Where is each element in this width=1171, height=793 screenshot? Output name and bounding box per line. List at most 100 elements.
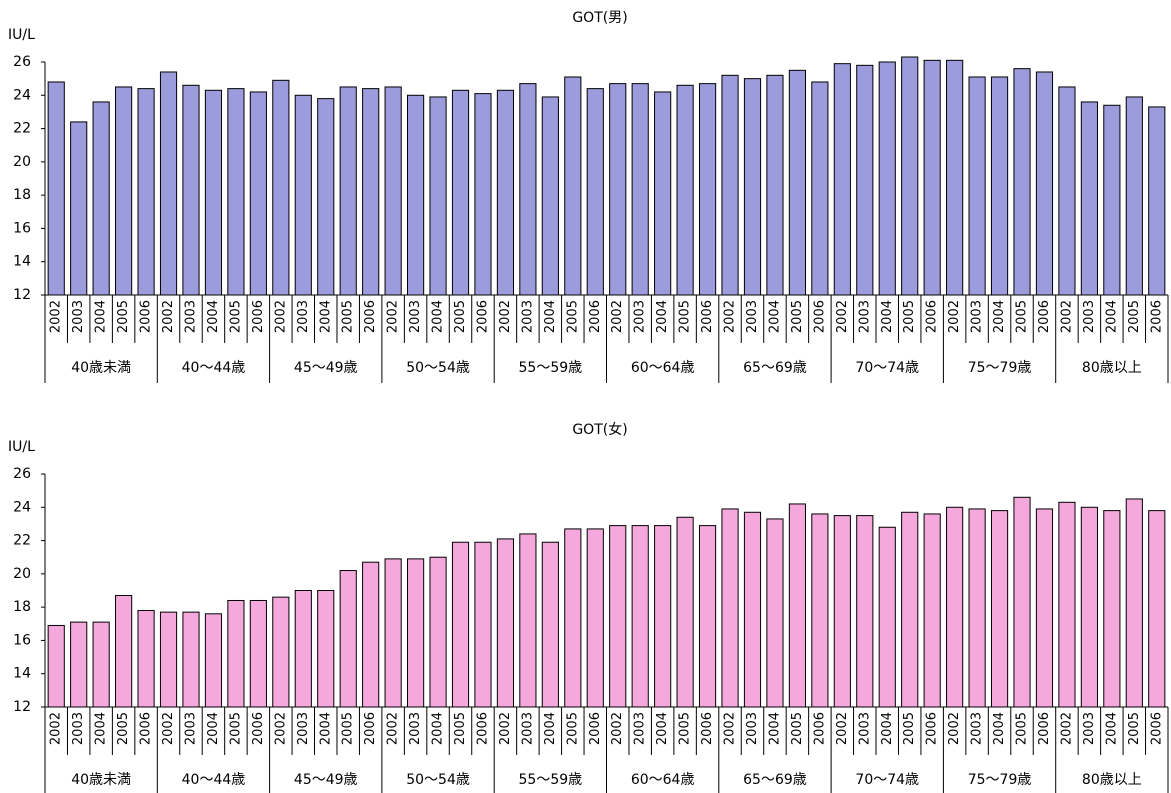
bar: [294, 590, 312, 708]
bar: [856, 515, 874, 708]
x-tick-label: 2002: [49, 712, 64, 745]
x-tick-label: 2006: [475, 300, 490, 333]
x-tick-label: 2004: [431, 712, 446, 745]
x-tick-label: 2002: [498, 712, 513, 745]
x-tick-label: 2005: [1015, 300, 1030, 333]
x-tick-label: 2003: [970, 300, 985, 333]
x-tick-label: 2006: [475, 712, 490, 745]
bar: [204, 613, 223, 708]
bar: [766, 74, 784, 296]
bar: [721, 508, 739, 708]
bar: [159, 71, 178, 296]
bar: [339, 86, 357, 296]
group-label: 55～59歳: [519, 772, 583, 788]
bar: [609, 83, 627, 296]
group-label: 80歳以上: [1082, 360, 1142, 376]
x-tick-label: 2003: [71, 712, 86, 745]
bar: [137, 88, 155, 296]
x-tick-label: 2005: [565, 300, 580, 333]
bar: [833, 63, 851, 296]
group-label: 40～44歳: [182, 772, 246, 788]
x-tick-label: 2004: [767, 712, 782, 745]
bar: [519, 533, 537, 708]
x-tick-label: 2003: [408, 712, 423, 745]
bar: [159, 611, 178, 708]
y-tick-label: 12: [13, 287, 31, 303]
bar: [1080, 506, 1098, 708]
x-tick-label: 2006: [251, 300, 266, 333]
bar: [182, 84, 200, 296]
x-tick-label: 2004: [206, 300, 221, 333]
x-tick-label: 2002: [947, 300, 962, 333]
x-tick-label: 2006: [139, 712, 154, 745]
bar: [766, 518, 784, 708]
x-tick-label: 2005: [453, 712, 468, 745]
bar: [115, 86, 133, 296]
bar: [811, 81, 829, 296]
x-tick-label: 2004: [992, 712, 1007, 745]
bar: [1080, 101, 1098, 296]
x-tick-label: 2003: [71, 300, 86, 333]
bar: [70, 621, 88, 708]
x-tick-label: 2002: [1059, 300, 1074, 333]
bar: [474, 93, 492, 296]
bar: [1125, 96, 1143, 296]
x-tick-label: 2004: [543, 712, 558, 745]
chart-title: GOT(男): [572, 10, 627, 26]
x-tick-label: 2005: [790, 300, 805, 333]
x-tick-label: 2005: [902, 712, 917, 745]
x-tick-label: 2003: [520, 300, 535, 333]
y-tick-label: 26: [13, 54, 31, 70]
x-tick-label: 2003: [408, 300, 423, 333]
x-tick-label: 2003: [1082, 300, 1097, 333]
bar: [92, 101, 110, 296]
bar: [249, 91, 267, 296]
bar: [1013, 68, 1031, 296]
x-tick-label: 2005: [902, 300, 917, 333]
bar: [901, 511, 919, 708]
bar: [294, 94, 312, 296]
bar: [541, 541, 559, 708]
group-label: 75～79歳: [968, 772, 1032, 788]
bar: [1125, 498, 1143, 708]
bar: [47, 624, 65, 708]
bar: [968, 76, 986, 296]
group-label: 40歳未満: [71, 772, 131, 788]
group-label: 70～74歳: [855, 360, 919, 376]
bar: [743, 511, 762, 708]
bar: [272, 596, 290, 708]
bar: [496, 538, 515, 708]
group-label: 70～74歳: [855, 772, 919, 788]
y-tick-label: 18: [13, 187, 31, 203]
bar: [429, 556, 447, 708]
y-tick-label: 14: [13, 666, 31, 682]
bar: [451, 541, 470, 708]
x-tick-label: 2004: [318, 712, 333, 745]
bar: [317, 98, 335, 296]
x-tick-label: 2005: [1015, 712, 1030, 745]
x-tick-label: 2002: [498, 300, 513, 333]
group-label: 60～64歳: [631, 360, 695, 376]
x-tick-label: 2003: [633, 300, 648, 333]
x-tick-label: 2005: [453, 300, 468, 333]
x-tick-label: 2004: [206, 712, 221, 745]
bar: [654, 91, 672, 296]
x-tick-label: 2004: [655, 300, 670, 333]
bar: [878, 61, 896, 296]
y-tick-label: 14: [13, 254, 31, 270]
bar: [519, 83, 537, 296]
x-tick-label: 2002: [610, 712, 625, 745]
bar: [1035, 71, 1054, 296]
x-tick-label: 2003: [633, 712, 648, 745]
bar: [631, 83, 649, 296]
bar: [474, 541, 492, 708]
bar: [496, 89, 515, 296]
x-tick-label: 2005: [341, 712, 356, 745]
x-tick-label: 2006: [139, 300, 154, 333]
x-tick-label: 2004: [655, 712, 670, 745]
bar: [362, 561, 380, 708]
group-label: 50～54歳: [406, 772, 470, 788]
bar: [204, 89, 223, 296]
x-tick-label: 2003: [520, 712, 535, 745]
